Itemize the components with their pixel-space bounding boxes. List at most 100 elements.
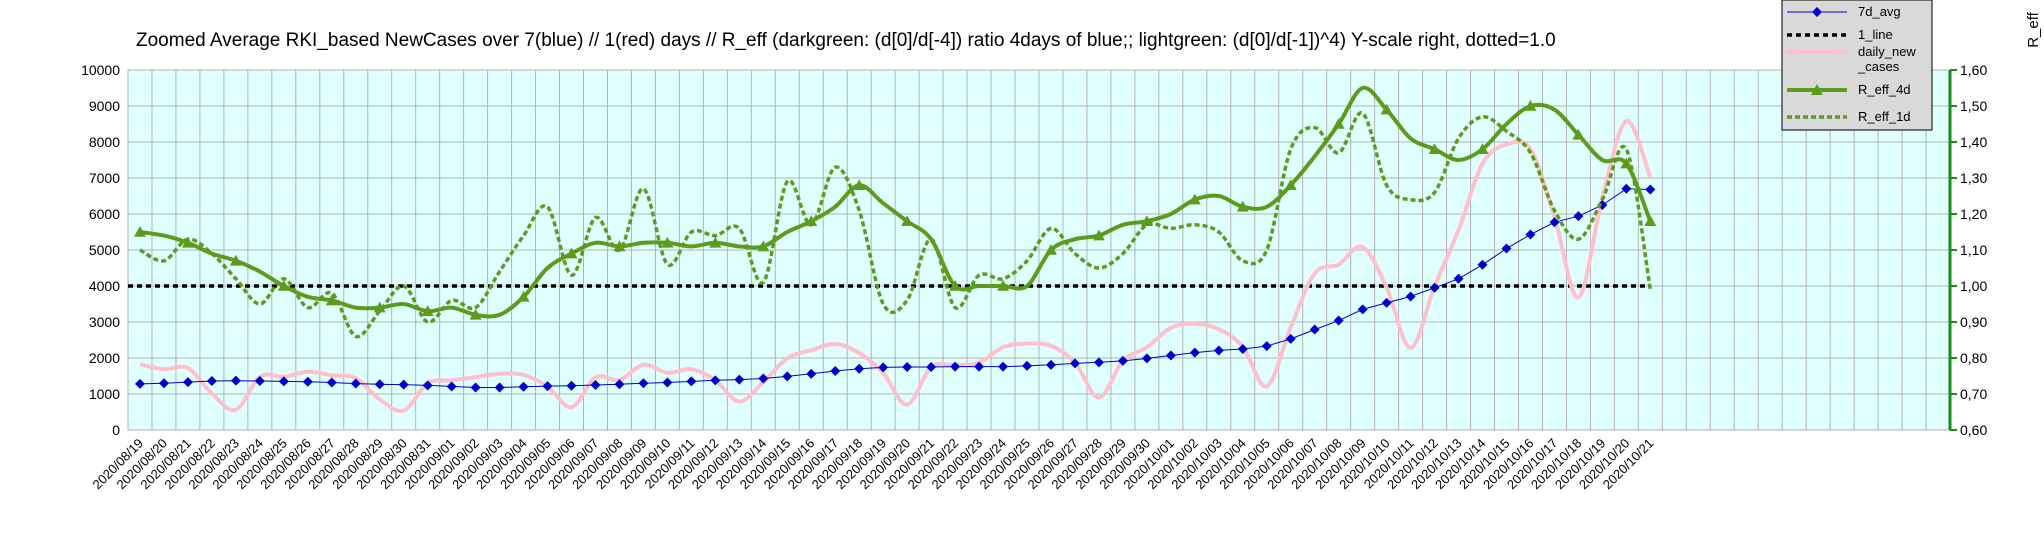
point-R_eff_4d: [1644, 215, 1657, 226]
point-7d_avg: [494, 382, 505, 393]
point-7d_avg: [974, 361, 985, 372]
right-tick-label: 0,70: [1960, 386, 1987, 402]
point-R_eff_4d: [1476, 143, 1489, 154]
point-R_eff_4d: [1380, 103, 1393, 115]
point-7d_avg: [1189, 347, 1200, 358]
point-7d_avg: [1333, 315, 1344, 326]
right-tick-label: 0,90: [1960, 314, 1987, 330]
left-tick-label: 1000: [89, 386, 120, 402]
left-tick-label: 9000: [89, 98, 120, 114]
point-R_eff_4d: [421, 305, 434, 316]
point-7d_avg: [1501, 243, 1512, 254]
point-7d_avg: [566, 380, 577, 391]
point-R_eff_4d: [901, 215, 914, 226]
point-7d_avg: [1477, 259, 1488, 270]
point-R_eff_4d: [565, 247, 578, 259]
point-R_eff_4d: [373, 301, 386, 313]
point-R_eff_4d: [1572, 128, 1585, 140]
legend-label: R_eff_1d: [1858, 109, 1911, 124]
point-7d_avg: [1429, 282, 1440, 293]
point-7d_avg: [1645, 184, 1656, 195]
point-7d_avg: [854, 363, 865, 374]
point-7d_avg: [1069, 358, 1080, 369]
right-tick-label: 0,80: [1960, 350, 1987, 366]
legend-marker-R_eff_4d: [1811, 84, 1823, 95]
plot-area: 0 1000 2000 3000 4000 5000 6000 7000 8000 9000 100…: [81, 62, 1987, 492]
point-7d_avg: [1309, 324, 1320, 335]
point-7d_avg: [1237, 344, 1248, 354]
legend-marker-7d_avg: [1812, 7, 1822, 17]
point-R_eff_4d: [1428, 143, 1441, 154]
legend: 7d_avg 1_line daily_new _cases R_eff_4d R_eff…: [1781, 0, 1933, 131]
point-7d_avg: [302, 376, 313, 387]
legend-label: 7d_avg: [1858, 4, 1901, 19]
point-7d_avg: [878, 362, 889, 373]
point-R_eff_4d: [181, 236, 194, 248]
point-R_eff_4d: [1140, 215, 1153, 226]
point-7d_avg: [1261, 341, 1272, 352]
point-7d_avg: [374, 379, 385, 390]
point-R_eff_4d: [229, 254, 242, 266]
point-R_eff_4d: [997, 280, 1010, 291]
left-tick-label: 0: [112, 422, 120, 438]
point-7d_avg: [326, 377, 337, 388]
point-R_eff_4d: [1092, 229, 1105, 241]
chart-title: Zoomed Average RKI_based NewCases over 7…: [136, 30, 1556, 51]
right-tick-label: 1,00: [1960, 278, 1987, 294]
series-line-R_eff_4d: [139, 85, 1653, 319]
point-7d_avg: [614, 379, 625, 390]
point-7d_avg: [446, 381, 457, 392]
point-7d_avg: [1405, 291, 1416, 302]
left-tick-label: 10000: [81, 62, 120, 78]
left-tick-label: 4000: [89, 278, 120, 294]
point-7d_avg: [734, 374, 745, 385]
left-tick-label: 2000: [89, 350, 120, 366]
point-R_eff_4d: [1188, 193, 1201, 205]
point-7d_avg: [1141, 353, 1152, 364]
point-R_eff_4d: [613, 240, 626, 252]
point-7d_avg: [422, 380, 433, 391]
point-7d_avg: [1093, 357, 1104, 368]
point-7d_avg: [1621, 183, 1632, 194]
legend-label: R_eff_4d: [1858, 82, 1911, 97]
point-7d_avg: [470, 382, 481, 393]
right-tick-label: 1,60: [1960, 62, 1987, 78]
point-7d_avg: [686, 376, 697, 387]
point-R_eff_4d: [469, 308, 482, 320]
point-R_eff_4d: [133, 226, 146, 237]
point-7d_avg: [134, 378, 145, 389]
right-axis-label: R_eff: [2025, 11, 2042, 47]
point-7d_avg: [1357, 304, 1368, 315]
point-R_eff_4d: [853, 179, 866, 190]
right-tick-label: 1,30: [1960, 170, 1987, 186]
right-tick-label: 1,20: [1960, 206, 1987, 222]
left-tick-label: 8000: [89, 134, 120, 150]
point-7d_avg: [158, 378, 169, 389]
point-7d_avg: [590, 380, 601, 390]
point-7d_avg: [710, 375, 721, 386]
point-7d_avg: [758, 373, 769, 384]
legend-label: daily_new _cases: [1857, 44, 1916, 74]
point-R_eff_4d: [1236, 200, 1249, 212]
legend-box: [1781, 0, 1933, 131]
legend-label: 1_line: [1858, 27, 1893, 42]
point-R_eff_4d: [277, 280, 290, 291]
left-tick-label: 5000: [89, 242, 120, 258]
point-7d_avg: [830, 365, 841, 376]
point-7d_avg: [782, 371, 793, 382]
left-tick-label: 3000: [89, 314, 120, 330]
point-R_eff_4d: [757, 240, 770, 252]
point-7d_avg: [998, 361, 1009, 372]
point-7d_avg: [1381, 297, 1392, 308]
point-7d_avg: [1022, 360, 1033, 371]
series-line-R_eff_1d: [139, 111, 1653, 339]
point-R_eff_4d: [709, 236, 722, 248]
right-tick-label: 1,50: [1960, 98, 1987, 114]
point-7d_avg: [182, 377, 193, 388]
point-7d_avg: [278, 376, 289, 387]
point-7d_avg: [1453, 273, 1464, 284]
point-7d_avg: [1573, 211, 1584, 222]
point-7d_avg: [926, 362, 937, 372]
point-7d_avg: [902, 362, 913, 372]
series-line-daily_new_cases: [139, 119, 1653, 414]
